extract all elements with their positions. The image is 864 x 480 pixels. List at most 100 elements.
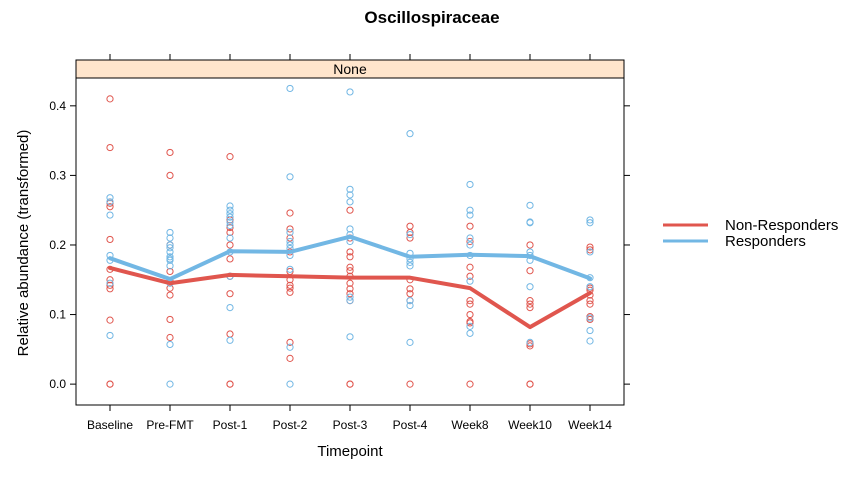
data-point-responders <box>406 338 414 346</box>
x-tick-label: Post-1 <box>213 418 248 432</box>
data-point-responders <box>346 198 354 206</box>
data-point-responders <box>166 234 174 242</box>
x-tick-label: Week10 <box>508 418 552 432</box>
data-point-non-responders <box>526 303 534 312</box>
data-point-responders <box>466 277 474 285</box>
data-point-responders <box>106 279 114 287</box>
data-point-responders <box>226 202 234 210</box>
data-point-non-responders <box>526 300 534 308</box>
data-point-non-responders <box>106 276 114 284</box>
data-point-responders <box>106 331 114 340</box>
data-point-non-responders <box>526 241 534 249</box>
data-point-responders <box>466 241 474 249</box>
data-point-non-responders <box>286 354 294 362</box>
data-point-non-responders <box>526 380 534 388</box>
legend-label-responders: Responders <box>725 233 806 250</box>
data-point-responders <box>586 326 594 335</box>
series-line-responders <box>108 234 592 282</box>
data-point-responders <box>286 241 294 249</box>
data-point-responders <box>166 256 174 264</box>
data-point-responders <box>406 301 414 310</box>
data-point-non-responders <box>166 171 174 180</box>
data-point-responders <box>526 338 534 346</box>
data-point-responders <box>166 340 174 349</box>
data-point-non-responders <box>466 297 474 305</box>
data-point-responders <box>466 211 474 219</box>
data-point-responders <box>346 225 354 233</box>
data-point-non-responders <box>286 281 294 289</box>
data-point-non-responders <box>106 281 114 289</box>
data-point-non-responders <box>166 267 174 276</box>
data-point-non-responders <box>106 316 114 324</box>
data-point-non-responders <box>346 267 354 275</box>
data-point-responders <box>586 283 594 291</box>
data-point-non-responders <box>166 333 174 342</box>
data-point-non-responders <box>286 284 294 292</box>
data-point-responders <box>166 228 174 237</box>
x-tick-label: Baseline <box>87 418 133 432</box>
data-point-non-responders <box>526 342 534 350</box>
data-point-non-responders <box>406 234 414 242</box>
data-point-non-responders <box>226 223 234 232</box>
x-axis: Baseline Pre-FMT Post-1 Post-2 Post-3 Post-4 W… <box>87 54 612 432</box>
y-axis-label: Relative abundance (transformed) <box>15 130 32 357</box>
data-point-responders <box>586 314 594 322</box>
data-point-non-responders <box>466 263 474 271</box>
data-point-non-responders <box>226 255 234 263</box>
series-lines <box>108 234 592 330</box>
data-point-responders <box>466 322 474 330</box>
panel-strip: None <box>75 59 625 79</box>
data-point-non-responders <box>466 310 474 319</box>
data-point-non-responders <box>586 297 594 305</box>
data-point-responders <box>406 130 414 138</box>
data-point-non-responders <box>286 338 294 346</box>
data-point-non-responders <box>466 319 474 327</box>
x-tick-label: Post-4 <box>393 418 428 432</box>
data-point-responders <box>226 234 234 242</box>
legend-label-non-responders: Non-Responders <box>725 217 838 234</box>
data-point-responders <box>226 210 234 218</box>
data-point-non-responders <box>466 380 474 388</box>
data-point-responders <box>346 191 354 199</box>
y-tick-label: 0.0 <box>49 377 66 391</box>
data-point-responders <box>586 337 594 345</box>
data-point-responders <box>346 185 354 193</box>
data-point-responders <box>406 230 414 239</box>
data-point-non-responders <box>166 291 174 299</box>
data-point-non-responders <box>406 290 414 298</box>
data-point-responders <box>346 293 354 301</box>
data-point-non-responders <box>586 243 594 251</box>
data-point-non-responders <box>346 263 354 271</box>
x-tick-label: Pre-FMT <box>146 418 194 432</box>
data-point-responders <box>586 216 594 224</box>
data-point-non-responders <box>286 209 294 217</box>
data-point-responders <box>286 84 294 93</box>
data-point-responders <box>526 201 534 209</box>
data-point-non-responders <box>346 248 354 256</box>
data-point-responders <box>166 253 174 261</box>
data-point-non-responders <box>346 290 354 298</box>
x-tick-label: Post-3 <box>333 418 368 432</box>
data-point-non-responders <box>466 237 474 246</box>
data-point-non-responders <box>346 253 354 261</box>
data-point-non-responders <box>586 300 594 308</box>
data-point-responders <box>226 221 234 230</box>
data-point-non-responders <box>286 234 294 242</box>
data-point-non-responders <box>106 203 114 211</box>
y-tick-label: 0.2 <box>49 238 66 252</box>
data-point-responders <box>286 237 294 246</box>
panel-strip-label: None <box>333 61 367 77</box>
data-point-responders <box>226 213 234 221</box>
data-point-non-responders <box>286 225 294 233</box>
data-point-non-responders <box>226 228 234 237</box>
data-point-responders <box>466 329 474 337</box>
data-point-responders <box>226 206 234 214</box>
data-point-non-responders <box>526 267 534 275</box>
data-point-non-responders <box>106 380 114 388</box>
data-point-responders <box>526 283 534 291</box>
y-tick-label: 0.4 <box>49 99 66 113</box>
data-point-non-responders <box>346 285 354 293</box>
data-point-responders <box>226 218 234 226</box>
x-tick-label: Week8 <box>451 418 488 432</box>
